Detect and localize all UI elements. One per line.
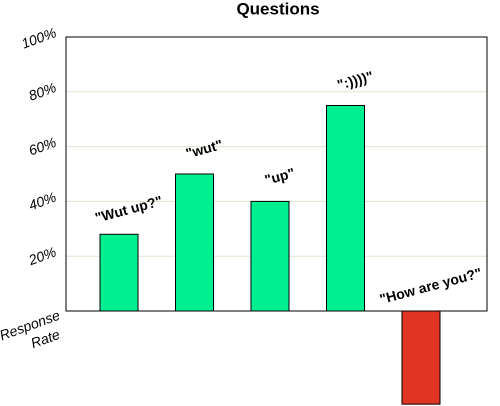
bar — [401, 310, 441, 405]
category-label: "up" — [263, 164, 296, 187]
category-label: "wut" — [184, 136, 224, 161]
category-label: ":))))" — [335, 68, 374, 93]
category-label: "Wut up?" — [93, 192, 164, 225]
category-label: "How are you?" — [378, 264, 484, 307]
bar — [99, 233, 139, 312]
y-tick-label: 20% — [26, 243, 59, 268]
y-tick-label: 40% — [26, 189, 58, 214]
bar — [250, 200, 290, 312]
bar — [326, 105, 365, 312]
y-tick-label: 60% — [26, 134, 58, 159]
bar — [175, 173, 214, 312]
y-axis-label: ResponseRate — [0, 306, 68, 360]
chart-title: Questions — [236, 0, 319, 18]
y-tick-label: 80% — [26, 79, 58, 104]
y-tick-label: 100% — [19, 24, 58, 51]
